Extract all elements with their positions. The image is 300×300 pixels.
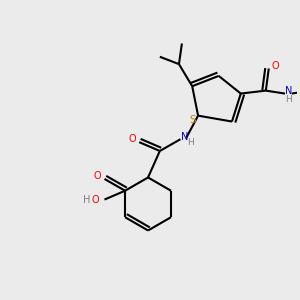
Text: H: H xyxy=(82,195,90,205)
Text: O: O xyxy=(93,171,101,181)
Text: N: N xyxy=(181,132,188,142)
Text: H: H xyxy=(188,138,194,147)
Text: S: S xyxy=(189,115,196,125)
Text: H: H xyxy=(285,95,292,104)
Text: O: O xyxy=(272,61,279,70)
Text: O: O xyxy=(128,134,136,144)
Text: N: N xyxy=(285,85,292,96)
Text: O: O xyxy=(92,195,100,205)
